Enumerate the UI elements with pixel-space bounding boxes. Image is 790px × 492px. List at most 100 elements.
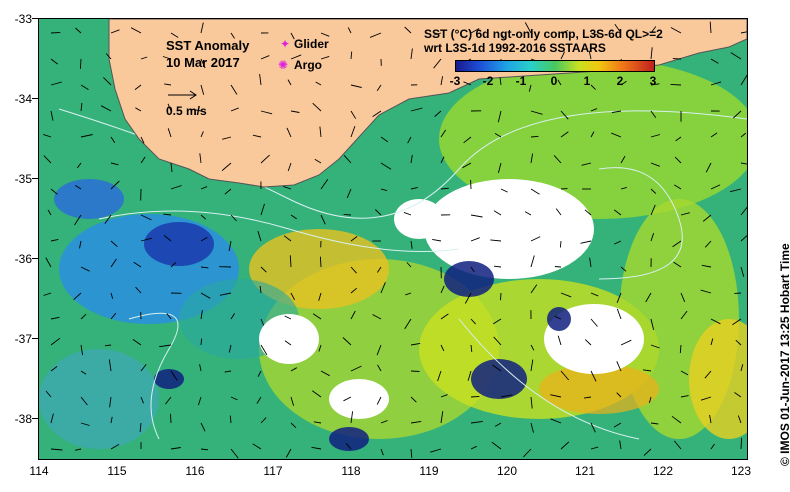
- current-vector: [110, 444, 120, 450]
- current-vector: [524, 22, 532, 34]
- current-vector: [493, 265, 502, 268]
- current-vector: [100, 105, 112, 112]
- current-vector: [463, 136, 472, 144]
- current-vector: [470, 266, 475, 273]
- x-tick-label: 121: [574, 464, 596, 478]
- current-vector: [670, 83, 682, 86]
- current-vector: [170, 447, 181, 450]
- current-vector: [583, 396, 592, 399]
- current-vector: [671, 415, 682, 424]
- current-vector: [50, 31, 61, 34]
- current-vector: [650, 232, 655, 242]
- current-vector: [319, 256, 322, 268]
- current-vector: [554, 266, 562, 268]
- x-tick-label: 116: [185, 464, 205, 478]
- current-vector: [500, 292, 502, 301]
- deep-cold-spot: [329, 427, 369, 451]
- y-tickmark: [32, 418, 38, 419]
- current-vector: [197, 396, 202, 406]
- current-vector: [80, 370, 87, 375]
- current-vector: [590, 446, 599, 450]
- current-vector: [320, 370, 330, 377]
- current-vector: [200, 84, 205, 95]
- current-vector: [374, 209, 382, 216]
- current-vector: [740, 266, 745, 277]
- current-vector: [497, 110, 502, 123]
- current-vector: [440, 411, 444, 424]
- current-vector: [350, 51, 353, 60]
- y-tickmark: [32, 18, 38, 19]
- current-vector: [230, 448, 239, 459]
- current-vector: [221, 162, 232, 171]
- current-vector: [704, 370, 712, 379]
- current-vector: [403, 211, 412, 216]
- current-vector: [530, 396, 533, 409]
- current-vector: [289, 255, 292, 268]
- current-vector: [524, 211, 532, 216]
- current-vector: [732, 318, 742, 326]
- current-vector: [740, 31, 747, 34]
- current-vector: [79, 240, 82, 249]
- x-tick-label: 114: [29, 464, 49, 478]
- current-vector: [470, 214, 483, 218]
- credit-container: © IMOS 01-Jun-2017 13:25 Hobart Time: [766, 180, 790, 470]
- current-vector: [380, 282, 386, 294]
- colorbar-tick: -1: [515, 74, 527, 88]
- current-vector: [560, 441, 570, 450]
- current-vector: [315, 81, 322, 86]
- current-vector: [50, 110, 54, 121]
- current-vector: [404, 26, 412, 34]
- colorbar-tick: 1: [583, 74, 591, 88]
- current-vector: [45, 257, 52, 268]
- current-vector: [700, 289, 712, 294]
- deep-cold-spot: [547, 307, 571, 331]
- current-vector: [643, 448, 652, 456]
- x-tick-label: 120: [496, 464, 518, 478]
- current-vector: [170, 370, 178, 381]
- current-vector: [260, 55, 270, 60]
- y-tickmark: [32, 178, 38, 179]
- x-tick-label: 117: [263, 464, 283, 478]
- current-vector: [580, 240, 592, 244]
- map-area[interactable]: [38, 18, 748, 460]
- current-vector: [616, 361, 622, 372]
- current-vector: [350, 110, 357, 119]
- current-vector: [256, 396, 262, 404]
- current-vector: [680, 370, 689, 376]
- current-vector: [410, 107, 423, 112]
- current-vector: [611, 132, 622, 138]
- current-vector: [701, 264, 712, 268]
- current-vector: [110, 292, 114, 299]
- current-vector: [320, 214, 326, 225]
- current-vector: [410, 154, 413, 164]
- current-vector: [252, 443, 262, 450]
- current-vector: [470, 420, 483, 424]
- current-vector: [80, 134, 93, 138]
- current-vector: [200, 237, 208, 242]
- current-vector: [492, 364, 502, 372]
- current-vector: [80, 344, 84, 356]
- current-vector: [410, 370, 420, 372]
- current-vector: [163, 213, 172, 216]
- current-vector: [710, 58, 719, 64]
- warm-patch: [539, 364, 659, 414]
- current-vector: [672, 240, 682, 248]
- current-vector: [530, 153, 534, 164]
- current-vector: [75, 448, 82, 451]
- colorbar-tick: -2: [482, 74, 494, 88]
- current-vector: [679, 344, 682, 354]
- current-vector: [290, 422, 297, 429]
- current-vector: [219, 292, 232, 296]
- current-vector: [163, 235, 172, 242]
- current-vector: [559, 240, 562, 248]
- current-vector: [590, 422, 596, 433]
- current-vector: [376, 84, 382, 91]
- y-tick-label: -37: [14, 332, 32, 346]
- current-vector: [50, 81, 62, 86]
- current-vector: [287, 79, 292, 86]
- current-vector: [80, 266, 90, 272]
- colorbar-tick: 0: [550, 74, 558, 88]
- current-vector: [140, 364, 147, 372]
- current-vector: [50, 337, 61, 346]
- current-vector: [140, 396, 144, 404]
